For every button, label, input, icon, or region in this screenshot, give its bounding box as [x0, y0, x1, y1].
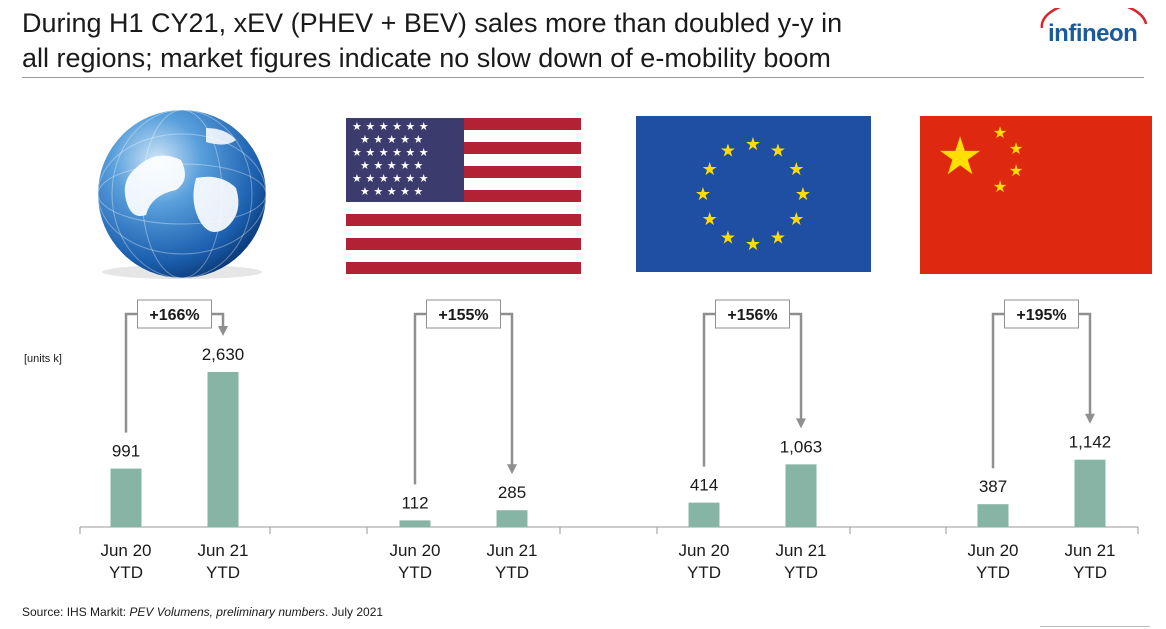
eu-flag: ★ ★★★★★★★★★★★ — [636, 116, 871, 272]
svg-text:★: ★ — [1009, 139, 1023, 158]
x-tick-label: YTD — [784, 563, 818, 582]
x-tick-label: Jun 21 — [486, 541, 537, 560]
bar — [688, 502, 720, 527]
eu-star: ★ — [702, 159, 718, 180]
svg-text:★ ★ ★ ★ ★: ★ ★ ★ ★ ★ — [360, 159, 423, 172]
bar — [207, 372, 239, 527]
growth-label: +155% — [438, 307, 488, 324]
source-italic: PEV Volumens, preliminary numbers — [129, 605, 326, 619]
data-label: 285 — [498, 483, 526, 502]
arrow-head — [1085, 413, 1095, 424]
arrow-head — [507, 464, 517, 475]
data-label: 414 — [690, 476, 718, 495]
data-label: 1,063 — [780, 437, 823, 456]
eu-star: ★ — [788, 209, 804, 230]
china-flag: ★ ★ ★ ★ ★ — [920, 116, 1152, 274]
x-tick-label: YTD — [687, 563, 721, 582]
growth-box — [426, 299, 501, 329]
svg-text:★ ★ ★ ★ ★: ★ ★ ★ ★ ★ — [360, 185, 423, 198]
eu-star: ★ — [695, 184, 711, 205]
x-tick-label: Jun 21 — [197, 541, 248, 560]
svg-text:★: ★ — [937, 127, 984, 187]
svg-text:★: ★ — [993, 177, 1007, 196]
x-tick-label: Jun 20 — [100, 541, 151, 560]
x-tick-label: YTD — [398, 563, 432, 582]
x-tick-label: Jun 21 — [1064, 541, 1115, 560]
growth-label: +156% — [727, 307, 777, 324]
x-tick-label: Jun 21 — [775, 541, 826, 560]
eu-star: ★ — [770, 227, 786, 248]
svg-text:★ ★ ★ ★ ★ ★: ★ ★ ★ ★ ★ ★ — [352, 172, 429, 185]
eu-star: ★ — [745, 134, 761, 155]
svg-text:★ ★ ★ ★ ★: ★ ★ ★ ★ ★ — [360, 133, 423, 146]
data-label: 112 — [401, 493, 428, 512]
x-tick-label: YTD — [976, 563, 1010, 582]
svg-text:★: ★ — [1009, 161, 1023, 180]
growth-box — [1004, 299, 1079, 329]
bar — [110, 468, 142, 527]
x-tick-label: Jun 20 — [389, 541, 440, 560]
growth-box — [137, 299, 212, 329]
corner-divider — [1040, 626, 1150, 627]
svg-text:★: ★ — [993, 123, 1007, 142]
eu-star: ★ — [745, 234, 761, 255]
infineon-logo: infineon — [1028, 8, 1154, 58]
source-note: Source: IHS Markit: PEV Volumens, prelim… — [22, 605, 383, 619]
svg-text:★ ★ ★ ★ ★ ★: ★ ★ ★ ★ ★ ★ — [352, 120, 429, 133]
eu-star: ★ — [770, 141, 786, 162]
x-tick-label: Jun 20 — [967, 541, 1018, 560]
x-tick-label: YTD — [1073, 563, 1107, 582]
usa-flag: ★ ★ ★ ★ ★ ★ ★ ★ ★ ★ ★ ★ ★ ★ ★ ★ ★ ★ ★ ★ … — [346, 118, 581, 274]
growth-arrow — [413, 312, 514, 485]
page-title: During H1 CY21, xEV (PHEV + BEV) sales m… — [22, 6, 982, 76]
bar — [1074, 459, 1106, 527]
logo-text: infineon — [1048, 20, 1138, 47]
data-label: 991 — [112, 442, 140, 461]
title-line-2: all regions; market figures indicate no … — [22, 43, 831, 73]
growth-box — [715, 299, 790, 329]
svg-text:★ ★ ★ ★ ★ ★: ★ ★ ★ ★ ★ ★ — [352, 146, 429, 159]
arrow-head — [218, 326, 228, 336]
x-tick-label: YTD — [109, 563, 143, 582]
eu-star: ★ — [720, 141, 736, 162]
growth-label: +166% — [149, 307, 199, 324]
data-label: 1,142 — [1069, 433, 1112, 452]
source-suffix: . July 2021 — [325, 605, 384, 619]
arrow-head — [796, 418, 806, 429]
eu-star: ★ — [795, 184, 811, 205]
units-label: [units k] — [24, 353, 62, 365]
source-prefix: Source: IHS Markit: — [22, 605, 130, 619]
growth-label: +195% — [1016, 307, 1066, 324]
data-label: 387 — [979, 477, 1007, 496]
eu-star: ★ — [702, 209, 718, 230]
eu-star: ★ — [788, 159, 804, 180]
x-tick-label: YTD — [206, 563, 240, 582]
title-line-1: During H1 CY21, xEV (PHEV + BEV) sales m… — [22, 8, 843, 38]
x-tick-label: Jun 20 — [678, 541, 729, 560]
data-label: 2,630 — [202, 345, 245, 364]
title-divider — [22, 77, 1144, 78]
bar — [496, 510, 528, 527]
globe-image — [97, 109, 267, 279]
eu-star: ★ — [720, 227, 736, 248]
x-tick-label: YTD — [495, 563, 529, 582]
bar — [977, 504, 1009, 527]
bar — [785, 464, 817, 527]
bar — [399, 520, 431, 527]
